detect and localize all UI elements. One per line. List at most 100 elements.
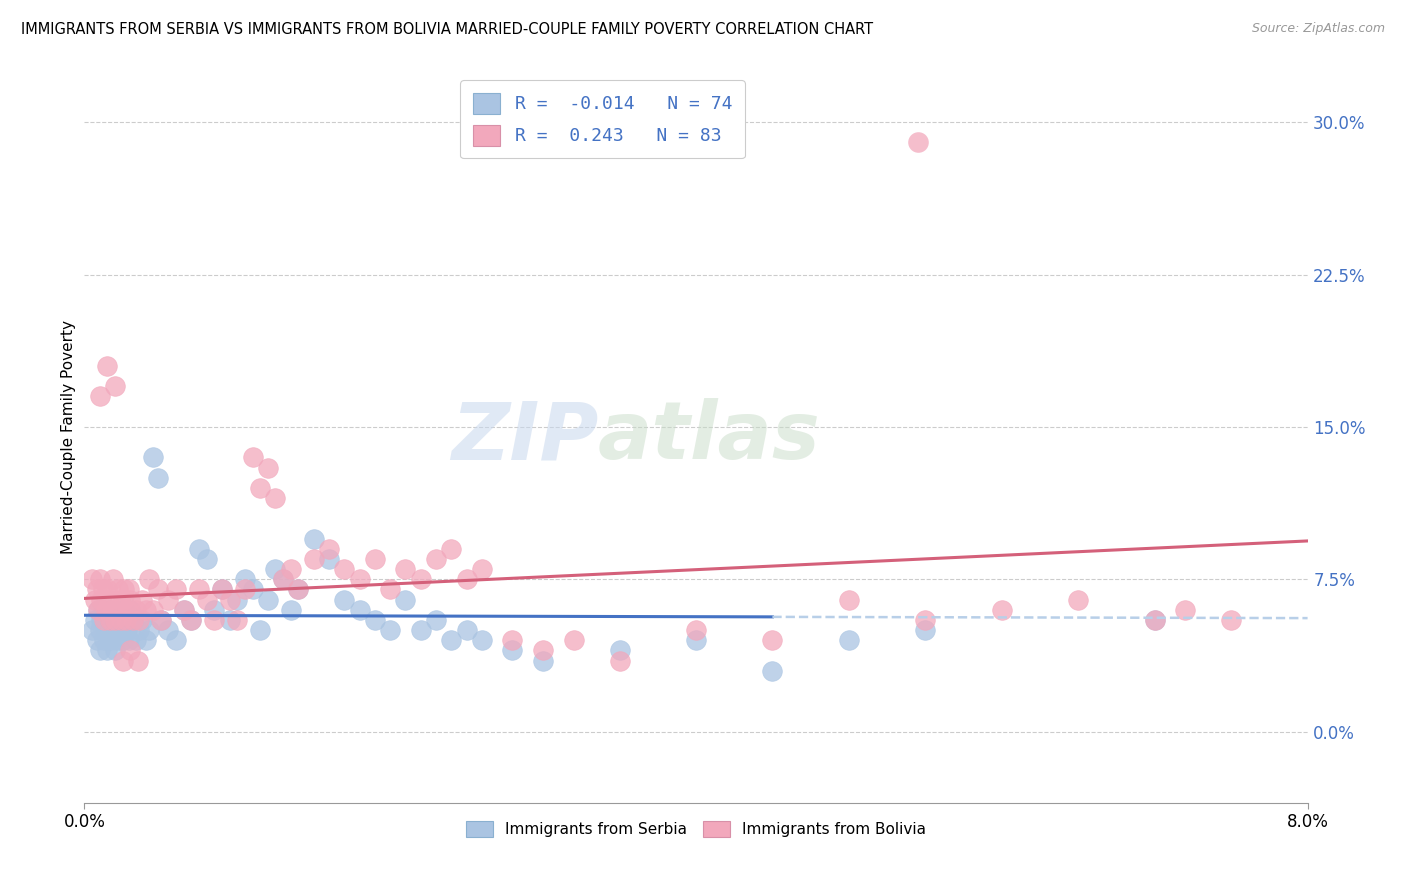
Point (157, 592, 180, 607)
Point (111, 633, 134, 648)
Point (108, 623, 131, 637)
Point (89, 572, 111, 586)
Point (101, 603, 124, 617)
Point (142, 603, 165, 617)
Point (202, 603, 225, 617)
Point (131, 592, 153, 607)
Point (108, 592, 131, 607)
Point (394, 562, 416, 576)
Point (211, 582, 233, 597)
Point (128, 613, 150, 627)
Point (264, 491, 287, 505)
Y-axis label: Married-Couple Family Poverty: Married-Couple Family Poverty (60, 320, 76, 554)
Point (440, 541, 463, 556)
Point (84, 613, 107, 627)
Point (302, 532, 325, 546)
Text: Source: ZipAtlas.com: Source: ZipAtlas.com (1251, 22, 1385, 36)
Point (440, 633, 463, 648)
Point (90, 592, 112, 607)
Point (112, 582, 135, 597)
Point (157, 623, 180, 637)
Point (97, 603, 120, 617)
Point (96, 359, 118, 373)
Point (142, 450, 165, 465)
Point (1220, 613, 1243, 627)
Point (80, 623, 103, 637)
Point (93, 613, 115, 627)
Point (97, 592, 120, 607)
Point (333, 592, 356, 607)
Point (394, 592, 416, 607)
Point (287, 582, 309, 597)
Point (502, 643, 524, 657)
Point (364, 613, 387, 627)
Point (761, 664, 783, 678)
Point (280, 603, 302, 617)
Point (90, 613, 112, 627)
Point (111, 592, 134, 607)
Point (122, 613, 145, 627)
Point (188, 582, 211, 597)
Point (907, 136, 929, 150)
Point (103, 613, 125, 627)
Point (111, 654, 134, 668)
Point (127, 654, 149, 668)
Point (202, 613, 225, 627)
Point (233, 582, 256, 597)
Point (302, 552, 325, 566)
Point (173, 603, 195, 617)
Point (914, 623, 936, 637)
Point (149, 613, 172, 627)
Point (188, 541, 211, 556)
Point (98, 633, 121, 648)
Point (249, 481, 271, 495)
Point (105, 603, 128, 617)
Point (96, 582, 118, 597)
Point (146, 471, 169, 485)
Point (89, 643, 111, 657)
Point (107, 582, 129, 597)
Point (115, 603, 138, 617)
Point (195, 552, 218, 566)
Point (98, 613, 121, 627)
Point (409, 623, 432, 637)
Point (89, 389, 111, 403)
Point (271, 572, 294, 586)
Point (280, 562, 302, 576)
Point (991, 603, 1014, 617)
Point (685, 633, 707, 648)
Text: IMMIGRANTS FROM SERBIA VS IMMIGRANTS FROM BOLIVIA MARRIED-COUPLE FAMILY POVERTY : IMMIGRANTS FROM SERBIA VS IMMIGRANTS FRO… (21, 22, 873, 37)
Point (914, 613, 936, 627)
Point (1174, 603, 1197, 617)
Point (135, 633, 157, 648)
Point (131, 613, 153, 627)
Point (502, 633, 524, 648)
Point (110, 603, 132, 617)
Point (609, 643, 631, 657)
Point (149, 613, 172, 627)
Point (257, 460, 280, 475)
Point (173, 603, 195, 617)
Point (122, 613, 145, 627)
Point (84, 592, 107, 607)
Point (120, 643, 142, 657)
Point (226, 613, 249, 627)
Point (180, 613, 202, 627)
Point (87, 603, 110, 617)
Point (94, 623, 117, 637)
Point (425, 552, 447, 566)
Point (380, 623, 402, 637)
Point (409, 572, 432, 586)
Point (456, 572, 478, 586)
Point (96, 643, 118, 657)
Point (87, 603, 110, 617)
Point (96, 613, 118, 627)
Point (226, 592, 249, 607)
Text: atlas: atlas (598, 398, 821, 476)
Point (80, 572, 103, 586)
Point (195, 592, 218, 607)
Point (218, 613, 240, 627)
Point (249, 623, 271, 637)
Point (104, 643, 127, 657)
Point (349, 572, 371, 586)
